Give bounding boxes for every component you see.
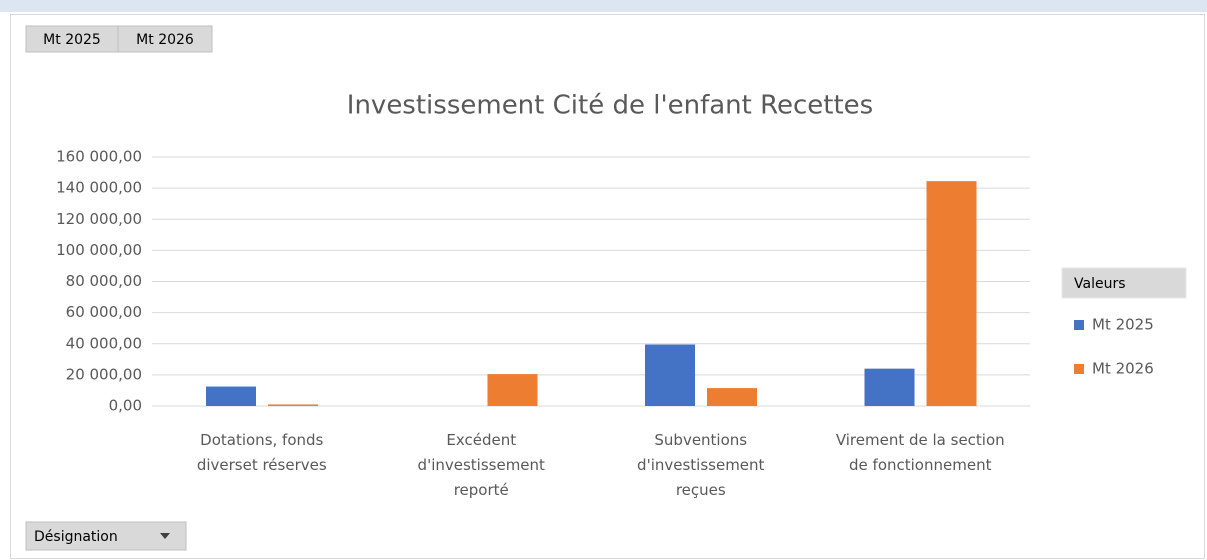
chart-frame [10,14,1205,559]
top-band [0,0,1207,12]
x-tick-label: Excédent d'investissement reporté [418,431,545,499]
y-tick-label: 40 000,00 [66,334,142,352]
field-button[interactable] [117,25,213,53]
legend-swatch [1074,320,1084,330]
field-button[interactable] [25,25,119,53]
bar [926,181,977,406]
y-tick-label: 60 000,00 [66,303,142,321]
legend-swatch [1074,364,1084,374]
field-button-label: Mt 2025 [43,32,101,48]
legend-title: Valeurs [1074,276,1126,292]
bar [268,404,318,406]
legend-title-box[interactable] [1061,267,1187,299]
bar [645,344,695,406]
y-tick-label: 100 000,00 [56,241,142,259]
y-tick-label: 0,00 [109,397,142,415]
y-tick-label: 140 000,00 [56,179,142,197]
legend-label: Mt 2025 [1092,316,1154,334]
x-tick-label: Dotations, fonds diverset réserves [197,431,327,474]
bar [707,388,757,406]
x-tick-label: Subventions d'investissement reçues [637,431,764,499]
dropdown-icon [160,533,170,539]
legend-label: Mt 2026 [1092,360,1154,378]
bar [487,374,538,406]
bar [864,368,915,406]
chart-title: Investissement Cité de l'enfant Recettes [347,91,873,121]
y-tick-label: 20 000,00 [66,365,142,383]
y-tick-label: 120 000,00 [56,210,142,228]
x-tick-label: Virement de la section de fonctionnement [836,431,1005,474]
y-tick-label: 160 000,00 [56,148,142,166]
axis-field-label: Désignation [34,529,118,545]
axis-field-button[interactable] [25,521,187,551]
field-button-label: Mt 2026 [136,32,194,48]
bar [206,386,256,406]
y-tick-label: 80 000,00 [66,272,142,290]
